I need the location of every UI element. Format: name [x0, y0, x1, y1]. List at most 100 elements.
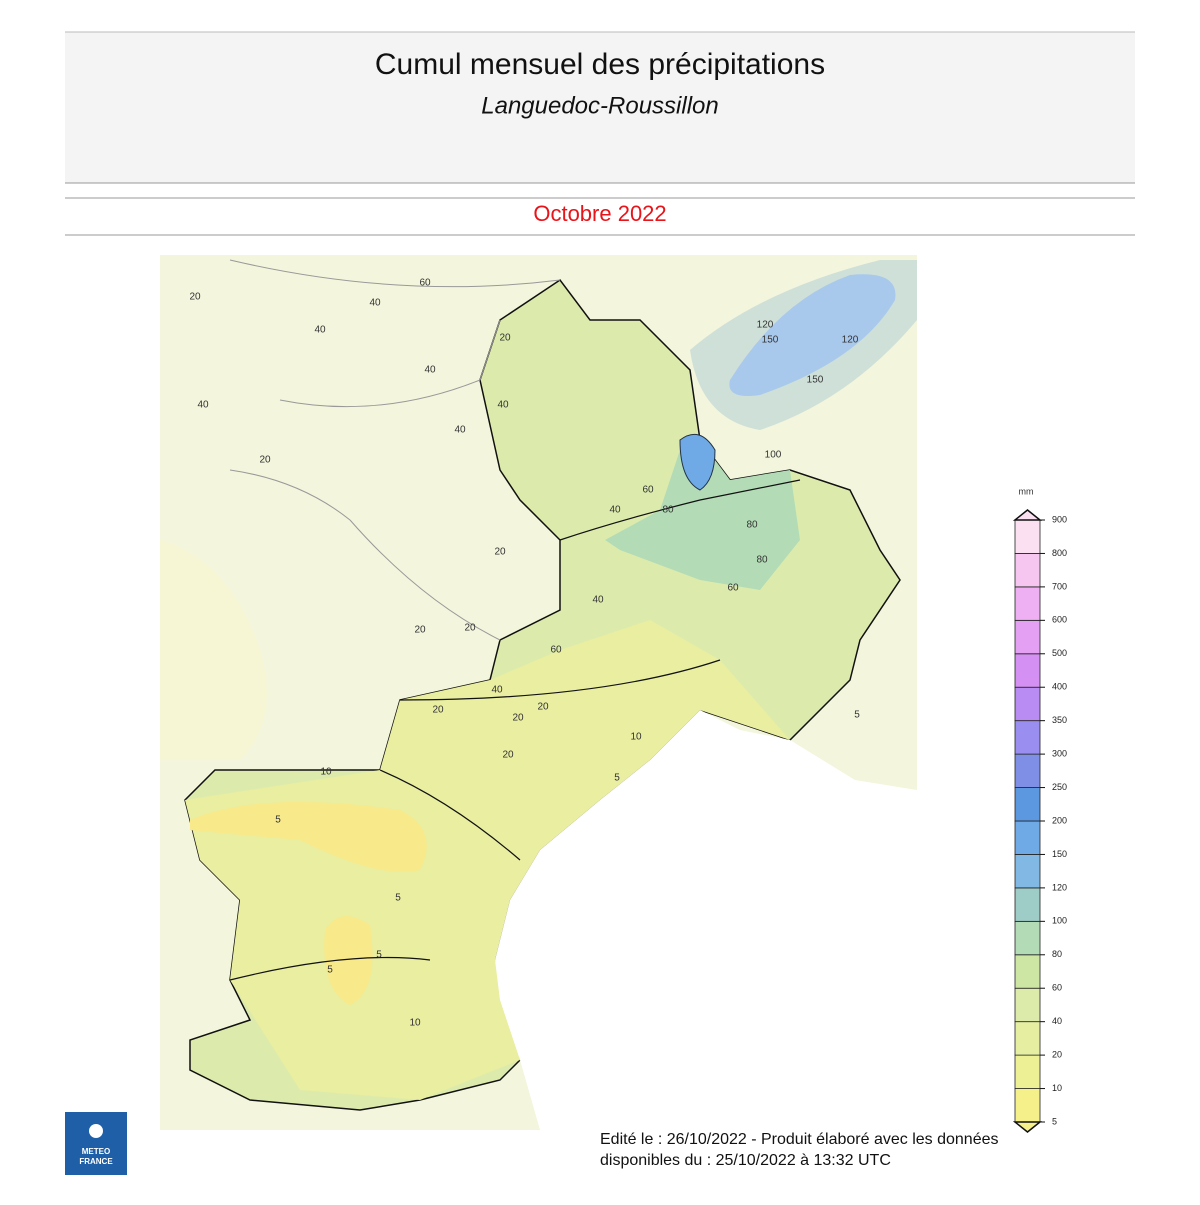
tick-label: 100 — [1052, 916, 1067, 926]
tick-label: 20 — [1052, 1049, 1062, 1059]
tick-label: 300 — [1052, 748, 1067, 758]
tick-label: 900 — [1052, 514, 1067, 524]
logo: METEO FRANCE — [65, 1112, 127, 1175]
contour-label: 20 — [494, 547, 506, 558]
color-step — [1014, 1088, 1041, 1123]
contour-label: 10 — [630, 732, 642, 743]
zone — [160, 540, 267, 760]
color-step — [1014, 854, 1041, 889]
contour-label: 150 — [807, 375, 824, 386]
contour-label: 40 — [497, 400, 509, 411]
contour-label: 5 — [854, 710, 860, 721]
period: Octobre 2022 — [533, 201, 666, 226]
tick-label: 60 — [1052, 983, 1062, 993]
contour-label: 20 — [499, 333, 511, 344]
contour-label: 120 — [757, 320, 774, 331]
contour-label: 150 — [762, 335, 779, 346]
contour-label: 40 — [609, 505, 621, 516]
contour-label: 40 — [454, 425, 466, 436]
color-step — [1014, 1054, 1041, 1089]
color-step — [1014, 987, 1041, 1023]
contour-label: 60 — [550, 645, 562, 656]
contour-label: 20 — [537, 702, 549, 713]
zone — [729, 274, 896, 396]
legend: mm 5 10 20 40 60 80 100 120 150 200 250 300 350 400 50… — [1012, 486, 1067, 1133]
footer: Edité le : 26/10/2022 - Produit élaboré … — [600, 1131, 999, 1148]
footer: disponibles du : 25/10/2022 à 13:32 UTC — [600, 1152, 891, 1169]
color-step — [1014, 1021, 1041, 1056]
tick-label: 200 — [1052, 815, 1067, 825]
logo-box — [65, 1112, 127, 1175]
logo-icon — [89, 1124, 103, 1138]
contour-label: 40 — [491, 685, 503, 696]
contour-label: 20 — [259, 455, 271, 466]
contour-label: 5 — [614, 773, 620, 784]
contour-label: 20 — [464, 623, 476, 634]
subtitle: Languedoc-Roussillon — [481, 92, 719, 119]
tick-label: 600 — [1052, 615, 1067, 625]
contour-label: 20 — [502, 750, 514, 761]
color-step — [1014, 820, 1041, 855]
color-step — [1014, 887, 1041, 922]
contour-label: 5 — [376, 950, 382, 961]
contour-label: 20 — [432, 705, 444, 716]
zone — [679, 433, 716, 491]
color-step — [1014, 720, 1041, 755]
title: Cumul mensuel des précipitations — [375, 48, 825, 81]
contour-label: 5 — [275, 815, 281, 826]
tick-label: 350 — [1052, 715, 1067, 725]
tick-label: 700 — [1052, 581, 1067, 591]
color-step — [1014, 553, 1041, 588]
tick-label: 120 — [1052, 882, 1067, 892]
color-step — [1014, 619, 1041, 655]
legend-unit: mm — [1019, 486, 1034, 496]
header-box — [65, 32, 1135, 183]
contour-label: 5 — [327, 965, 333, 976]
border — [229, 259, 561, 641]
tick-label: 40 — [1052, 1016, 1062, 1026]
contour-label: 60 — [419, 278, 431, 289]
logo-text: FRANCE — [79, 1157, 113, 1166]
tick-label: 250 — [1052, 782, 1067, 792]
color-step — [1014, 920, 1041, 956]
contour-label: 40 — [369, 298, 381, 309]
contour-label: 60 — [642, 485, 654, 496]
tick-label: 80 — [1052, 949, 1062, 959]
arrow-bottom — [1012, 1121, 1043, 1133]
contour-label: 80 — [746, 520, 758, 531]
zone — [605, 440, 800, 590]
contour-label: 20 — [414, 625, 426, 636]
sea — [495, 710, 917, 1130]
contour-label: 80 — [756, 555, 768, 566]
tick-label: 800 — [1052, 548, 1067, 558]
contour-label: 100 — [765, 450, 782, 461]
contour-label: 40 — [314, 325, 326, 336]
contour-label: 60 — [727, 583, 739, 594]
zone — [324, 916, 373, 1005]
zone — [190, 802, 427, 872]
contour-label: 10 — [409, 1018, 421, 1029]
tick-label: 5 — [1052, 1116, 1057, 1126]
arrow-top — [1012, 509, 1043, 521]
dept-border — [229, 479, 801, 981]
contour-label: 10 — [320, 767, 332, 778]
color-step — [1014, 653, 1041, 688]
tick-label: 500 — [1052, 648, 1067, 658]
tick-label: 10 — [1052, 1083, 1062, 1093]
contour-label: 20 — [512, 713, 524, 724]
color-step — [1014, 586, 1041, 621]
color-step — [1014, 753, 1041, 788]
logo-text: METEO — [82, 1147, 110, 1156]
color-step — [1014, 954, 1041, 989]
tick-label: 400 — [1052, 682, 1067, 692]
tick-label: 150 — [1052, 849, 1067, 859]
contour-label: 20 — [189, 292, 201, 303]
contour-label: 40 — [197, 400, 209, 411]
color-step — [1014, 519, 1041, 554]
color-step — [1014, 686, 1041, 722]
color-step — [1014, 787, 1041, 822]
contour-label: 5 — [395, 893, 401, 904]
contour-label: 40 — [592, 595, 604, 606]
map — [160, 255, 917, 1130]
